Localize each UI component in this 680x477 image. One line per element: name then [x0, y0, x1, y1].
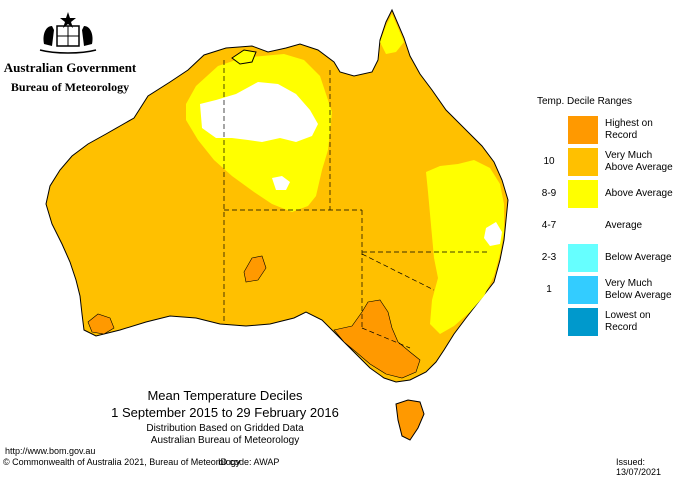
map-title: Mean Temperature Deciles	[147, 388, 303, 403]
id-code: ID code: AWAP	[218, 457, 280, 467]
legend-item-label: Very Much Below Average	[605, 278, 672, 301]
legend-item-swatch	[568, 276, 598, 304]
legend-item: 2-3 Below Average	[540, 244, 680, 272]
legend-item: Lowest on Record	[540, 308, 680, 336]
legend-item-label: Lowest on Record	[605, 310, 651, 333]
legend-item-label: Below Average	[605, 252, 672, 263]
map-period: 1 September 2015 to 29 February 2016	[111, 405, 339, 420]
bureau-title: Bureau of Meteorology	[10, 80, 130, 94]
map-subtitle-source: Australian Bureau of Meteorology	[150, 435, 300, 446]
state-borders	[223, 60, 488, 349]
legend-item-label: Above Average	[605, 188, 673, 199]
melville-island-region	[231, 49, 257, 65]
above-average-east-region	[426, 160, 504, 334]
legend-item-swatch	[568, 116, 598, 144]
legend-item-swatch	[568, 244, 598, 272]
legend-item: 4-7 Average	[540, 212, 680, 240]
legend-item-swatch	[568, 180, 598, 208]
average-east-spot	[484, 222, 502, 246]
legend-item-swatch	[568, 212, 598, 240]
tasmania-region	[395, 399, 425, 441]
legend-item-code: 10	[543, 156, 555, 167]
government-title: Australian Government	[3, 60, 137, 75]
coat-of-arms-icon	[39, 12, 97, 54]
australia-decile-map	[39, 8, 509, 441]
average-north-region	[200, 82, 318, 142]
legend-item: Highest on Record	[540, 116, 680, 144]
legend-item-swatch	[568, 308, 598, 336]
average-north-spot	[272, 176, 290, 190]
map-subtitle-distribution: Distribution Based on Gridded Data	[146, 423, 304, 434]
highest-record-southwest-region	[87, 313, 115, 335]
legend-item: 1 Very Much Below Average	[540, 276, 680, 304]
legend-item-code: 4-7	[541, 220, 557, 231]
legend-item-code: 2-3	[541, 252, 557, 263]
legend-item: 10 Very Much Above Average	[540, 148, 680, 176]
highest-record-centre-region	[243, 255, 267, 283]
legend-item-label: Highest on Record	[605, 118, 653, 141]
legend-item: 8-9 Above Average	[540, 180, 680, 208]
copyright-text: © Commonwealth of Australia 2021, Bureau…	[3, 457, 241, 467]
legend-item-label: Average	[605, 220, 643, 231]
legend-item-label: Very Much Above Average	[605, 150, 673, 173]
legend-item-code: 8-9	[541, 188, 557, 199]
website-link[interactable]: http://www.bom.gov.au	[5, 446, 96, 456]
legend-title: Temp. Decile Ranges	[537, 96, 633, 107]
legend-item-code: 1	[546, 284, 552, 295]
issued-date: Issued: 13/07/2021	[616, 457, 662, 477]
above-average-capeyork-region	[380, 14, 404, 54]
highest-record-southeast-region	[333, 299, 421, 379]
legend-item-swatch	[568, 148, 598, 176]
